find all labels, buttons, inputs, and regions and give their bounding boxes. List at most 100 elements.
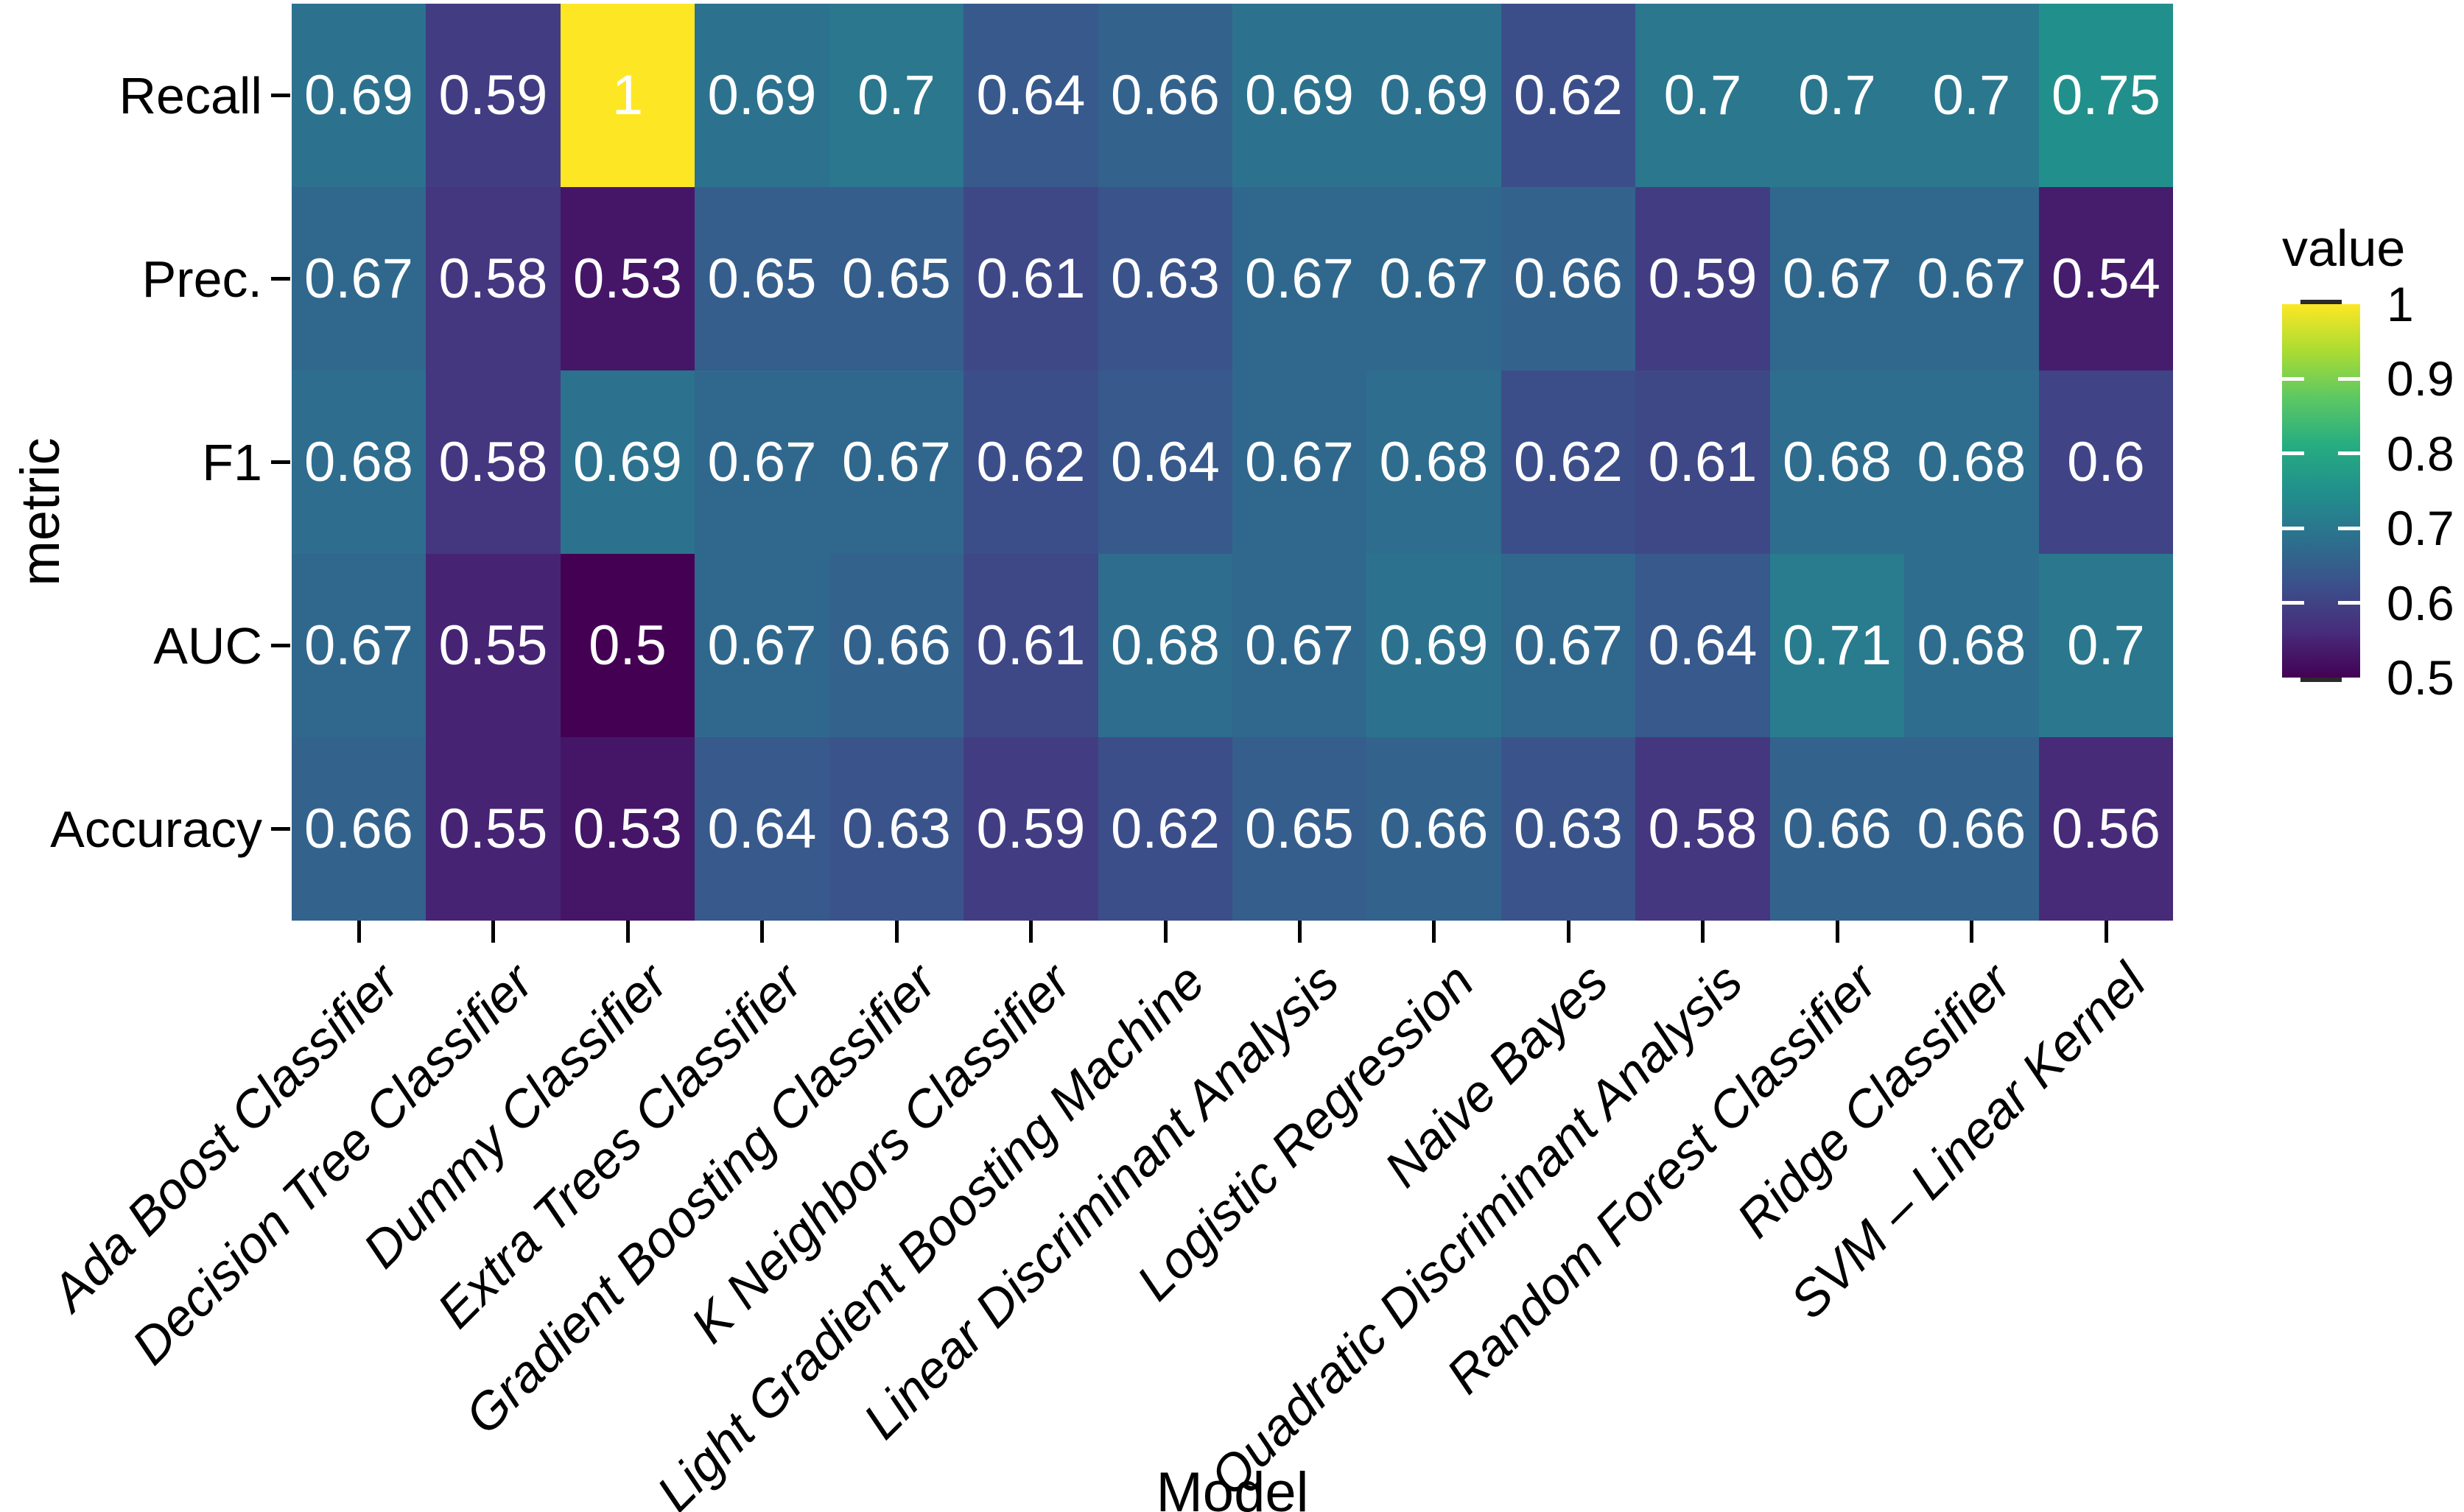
heatmap-cell: 0.67 xyxy=(1501,554,1635,737)
x-tick-mark xyxy=(491,921,495,943)
legend-edge-tick-mark xyxy=(2300,300,2342,304)
y-tick-mark xyxy=(271,94,290,97)
heatmap-cell: 0.6 xyxy=(2039,370,2173,554)
heatmap-cell: 0.69 xyxy=(292,4,426,187)
heatmap-cell: 0.67 xyxy=(695,554,829,737)
heatmap-cell: 0.67 xyxy=(1366,187,1501,370)
heatmap-cell: 0.58 xyxy=(1635,737,1770,921)
heatmap-cell: 0.62 xyxy=(1501,4,1635,187)
x-tick-mark xyxy=(625,921,630,943)
heatmap-cell: 0.64 xyxy=(695,737,829,921)
legend-tick-mark xyxy=(2338,376,2360,381)
y-tick-mark xyxy=(271,644,290,647)
heatmap-cell: 0.69 xyxy=(1366,4,1501,187)
x-tick-mark xyxy=(1566,921,1570,943)
y-tick-label: AUC xyxy=(153,616,262,675)
heatmap-cell: 0.67 xyxy=(829,370,964,554)
heatmap-cell: 0.59 xyxy=(426,4,561,187)
legend-tick-label: 0.9 xyxy=(2387,351,2454,407)
heatmap-cell: 0.7 xyxy=(1770,4,1904,187)
heatmap-cell: 0.71 xyxy=(1770,554,1904,737)
heatmap-cell: 0.62 xyxy=(1501,370,1635,554)
heatmap-cell: 0.69 xyxy=(695,4,829,187)
heatmap-cell: 0.68 xyxy=(292,370,426,554)
legend-edge-tick-mark xyxy=(2300,678,2342,682)
heatmap-cell: 0.67 xyxy=(1232,554,1366,737)
colorbar xyxy=(2282,304,2360,678)
heatmap-cell: 0.7 xyxy=(1904,4,2039,187)
x-tick-mark xyxy=(1432,921,1436,943)
heatmap-cell: 0.67 xyxy=(1770,187,1904,370)
legend-tick-mark xyxy=(2282,601,2304,605)
legend-tick-mark xyxy=(2338,526,2360,530)
heatmap-cell: 0.7 xyxy=(1635,4,1770,187)
heatmap-cell: 0.63 xyxy=(829,737,964,921)
heatmap-cell: 0.67 xyxy=(1232,370,1366,554)
heatmap-cell: 0.67 xyxy=(292,187,426,370)
heatmap-cell: 0.66 xyxy=(829,554,964,737)
heatmap-cell: 0.65 xyxy=(829,187,964,370)
heatmap-cell: 0.63 xyxy=(1098,187,1232,370)
legend-tick-mark xyxy=(2282,376,2304,381)
heatmap-cell: 0.61 xyxy=(964,187,1098,370)
heatmap-cell: 0.68 xyxy=(1366,370,1501,554)
heatmap-cell: 0.55 xyxy=(426,554,561,737)
heatmap-cell: 0.66 xyxy=(1770,737,1904,921)
x-tick-mark xyxy=(357,921,361,943)
x-tick-mark xyxy=(760,921,764,943)
heatmap-cell: 0.58 xyxy=(426,187,561,370)
legend-title: value xyxy=(2282,219,2406,277)
legend-tick-mark xyxy=(2338,601,2360,605)
heatmap-cell: 0.67 xyxy=(1232,187,1366,370)
heatmap-cell: 0.62 xyxy=(1098,737,1232,921)
heatmap-cell: 0.67 xyxy=(1904,187,2039,370)
heatmap-cell: 0.61 xyxy=(964,554,1098,737)
x-tick-mark xyxy=(1701,921,1705,943)
heatmap-cell: 0.67 xyxy=(695,370,829,554)
heatmap-cell: 0.53 xyxy=(561,737,695,921)
heatmap-cell: 0.63 xyxy=(1501,737,1635,921)
y-tick-label: Accuracy xyxy=(50,800,262,858)
heatmap-cell: 0.53 xyxy=(561,187,695,370)
heatmap-cell: 0.66 xyxy=(292,737,426,921)
legend-tick-mark xyxy=(2282,451,2304,456)
x-tick-mark xyxy=(1970,921,1973,943)
heatmap-cell: 0.64 xyxy=(1098,370,1232,554)
heatmap-cell: 0.59 xyxy=(964,737,1098,921)
x-axis-title: Model xyxy=(1156,1461,1309,1512)
x-tick-mark xyxy=(1835,921,1839,943)
x-tick-mark xyxy=(2104,921,2108,943)
legend-tick-label: 0.5 xyxy=(2387,650,2454,705)
heatmap-cell: 0.56 xyxy=(2039,737,2173,921)
heatmap-cell: 0.64 xyxy=(964,4,1098,187)
heatmap-cell: 0.61 xyxy=(1635,370,1770,554)
heatmap-cell: 0.66 xyxy=(1501,187,1635,370)
heatmap-cell: 0.66 xyxy=(1366,737,1501,921)
heatmap-cell: 0.68 xyxy=(1770,370,1904,554)
heatmap-cell: 0.55 xyxy=(426,737,561,921)
heatmap-cell: 0.75 xyxy=(2039,4,2173,187)
heatmap-cell: 0.65 xyxy=(1232,737,1366,921)
heatmap-cell: 0.59 xyxy=(1635,187,1770,370)
y-tick-label: Recall xyxy=(119,66,262,124)
heatmap-cell: 0.62 xyxy=(964,370,1098,554)
heatmap-cell: 0.69 xyxy=(1366,554,1501,737)
heatmap-cell: 0.7 xyxy=(2039,554,2173,737)
heatmap-cell: 0.58 xyxy=(426,370,561,554)
plot-area: 0.69 0.59 1 0.69 0.7 0.64 0.66 0.69 0.69 0.62 0.7 0… xyxy=(292,4,2173,921)
y-tick-mark xyxy=(271,827,290,831)
x-tick-mark xyxy=(1029,921,1033,943)
heatmap-cell: 0.69 xyxy=(1232,4,1366,187)
heatmap-cell: 0.64 xyxy=(1635,554,1770,737)
heatmap-cell: 0.68 xyxy=(1904,370,2039,554)
heatmap-cell: 0.66 xyxy=(1098,4,1232,187)
legend-tick-label: 0.7 xyxy=(2387,501,2454,556)
x-tick-mark xyxy=(894,921,899,943)
x-tick-mark xyxy=(1163,921,1168,943)
heatmap-cell: 0.54 xyxy=(2039,187,2173,370)
legend-tick-mark xyxy=(2338,451,2360,456)
y-axis-title: metric xyxy=(10,437,71,586)
heatmap-cell: 0.66 xyxy=(1904,737,2039,921)
legend-tick-label: 0.8 xyxy=(2387,426,2454,481)
